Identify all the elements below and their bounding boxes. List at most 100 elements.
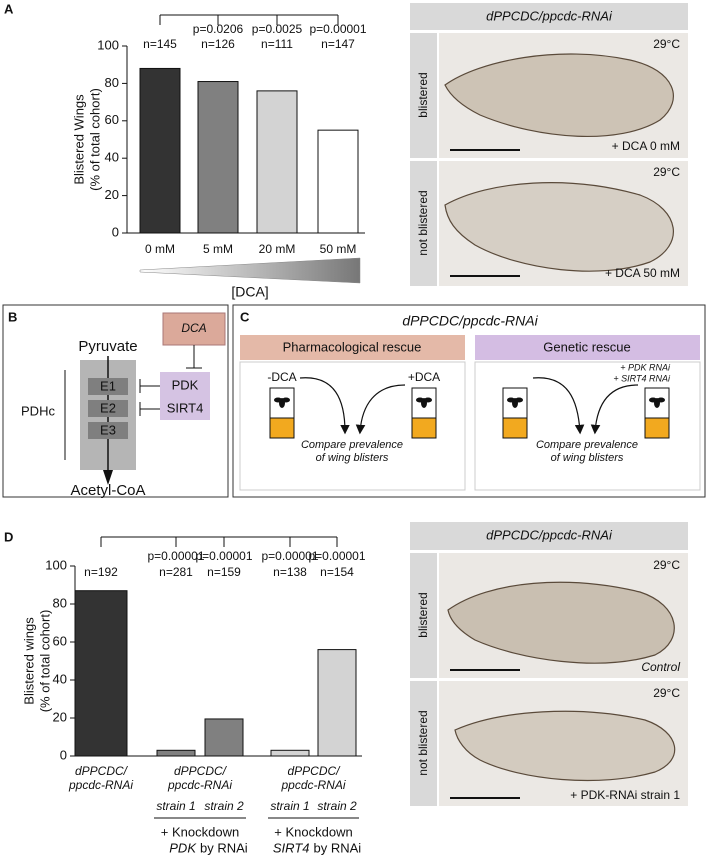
y-tick-label: 20 xyxy=(53,709,67,724)
bar xyxy=(256,90,298,234)
condition: + PDK RNAi xyxy=(620,362,671,372)
y-tick-label: 20 xyxy=(105,187,119,202)
photo-caption: + DCA 50 mM xyxy=(605,266,680,280)
y-tick-label: 40 xyxy=(105,150,119,165)
x-tick-label: strain 1 xyxy=(156,799,195,813)
product: Acetyl-CoA xyxy=(70,482,145,499)
y-axis-label: (% of total cohort) xyxy=(37,610,52,713)
arrow xyxy=(299,377,350,435)
arrow xyxy=(532,377,585,435)
p-value: p=0.0025 xyxy=(252,22,303,36)
group-label: dPPCDC/ xyxy=(287,764,341,778)
arrow xyxy=(355,384,406,435)
regulator: PDK xyxy=(172,377,199,392)
row-label-bg xyxy=(410,33,437,158)
dca-label: DCA xyxy=(181,321,206,335)
x-tick-label: dPPCDC/ xyxy=(75,764,129,778)
condition: +DCA xyxy=(408,370,440,384)
section-header: Pharmacological rescue xyxy=(283,339,422,354)
dca-box xyxy=(162,312,226,346)
n-label: n=159 xyxy=(207,565,241,579)
group-suffix: by RNAi xyxy=(314,840,362,855)
compare-text: of wing blisters xyxy=(316,452,389,464)
x-tick-label: 5 mM xyxy=(203,242,233,256)
bar xyxy=(204,718,244,757)
fly-wing xyxy=(424,397,432,403)
x-tick-label: strain 1 xyxy=(270,799,309,813)
panel-label: B xyxy=(8,309,17,324)
x-tick-label: ppcdc-RNAi xyxy=(68,778,133,792)
y-tick-label: 40 xyxy=(53,671,67,686)
panel-frame xyxy=(232,304,706,498)
photo-panel-d: dPPCDC/ppcdc-RNAi blistered not blistere… xyxy=(410,522,688,806)
p-value: p=0.00001 xyxy=(309,22,366,36)
y-tick-label: 60 xyxy=(105,112,119,127)
row-label-bg xyxy=(410,553,437,678)
row-label: not blistered xyxy=(416,190,430,255)
vial-food xyxy=(502,417,528,439)
panel-label: D xyxy=(4,529,13,544)
wing xyxy=(444,53,674,137)
wing xyxy=(447,581,675,664)
fly-wing xyxy=(649,397,657,403)
photo-panel-a: dPPCDC/ppcdc-RNAi blistered not blistere… xyxy=(410,3,688,286)
dca-gradient xyxy=(139,257,361,284)
y-tick-label: 80 xyxy=(53,595,67,610)
p-value: p=0.00001 xyxy=(147,549,204,563)
n-label: n=126 xyxy=(201,37,235,51)
temperature: 29°C xyxy=(653,37,680,51)
regulator: SIRT4 xyxy=(167,400,204,415)
y-tick-label: 80 xyxy=(105,75,119,90)
y-tick-label: 100 xyxy=(45,557,67,572)
section-header: Genetic rescue xyxy=(543,339,630,354)
fly-wing xyxy=(274,397,282,403)
row-label-bg xyxy=(410,161,437,286)
n-label: n=281 xyxy=(159,565,193,579)
vial-food xyxy=(644,417,670,439)
bar xyxy=(74,590,128,757)
photo-header: dPPCDC/ppcdc-RNAi xyxy=(486,8,613,23)
group-label: ppcdc-RNAi xyxy=(280,778,345,792)
food xyxy=(269,417,670,439)
x-tick-label: 0 mM xyxy=(145,242,175,256)
photo-header: dPPCDC/ppcdc-RNAi xyxy=(486,527,613,542)
y-axis-label: (% of total cohort) xyxy=(87,88,102,191)
row-label-bg xyxy=(410,681,437,806)
n-label: n=192 xyxy=(84,565,118,579)
y-tick-label: 60 xyxy=(53,633,67,648)
regulator-box xyxy=(160,372,210,420)
row-label: blistered xyxy=(416,72,430,117)
fly-wing xyxy=(515,397,523,403)
n-label: n=154 xyxy=(320,565,354,579)
x-axis-label: [DCA] xyxy=(231,284,268,300)
panel-title: dPPCDC/ppcdc-RNAi xyxy=(402,313,538,329)
fly-wing xyxy=(416,397,424,403)
y-tick-label: 0 xyxy=(112,224,119,239)
wing xyxy=(454,710,676,782)
group-gene: SIRT4 xyxy=(273,840,310,855)
flies xyxy=(274,397,665,408)
photo-header-bg xyxy=(410,522,688,550)
enzyme: E2 xyxy=(100,400,116,415)
y-axis-label: Blistered Wings xyxy=(71,94,86,185)
panel-b: DCA Pyruvate E1 E2 E3 PDHc PDK SIRT4 Ace… xyxy=(2,304,229,499)
arrow xyxy=(590,384,639,435)
group-gene: PDK xyxy=(169,840,197,855)
y-tick-label: 0 xyxy=(60,747,67,762)
row-label: blistered xyxy=(416,592,430,637)
enzyme-box xyxy=(88,378,128,395)
compare-text: Compare prevalence xyxy=(536,439,638,451)
x-tick-label: 20 mM xyxy=(259,242,296,256)
vial-food xyxy=(269,417,295,439)
condition: + SIRT4 RNAi xyxy=(613,373,671,383)
group-knockdown: + Knockdown xyxy=(161,824,239,839)
section-header-bg xyxy=(240,335,465,360)
bar xyxy=(156,749,196,757)
condition: -DCA xyxy=(267,370,296,384)
fly-wing xyxy=(657,397,665,403)
p-value: p=0.00001 xyxy=(261,549,318,563)
complex: PDHc xyxy=(21,403,55,418)
n-label: n=111 xyxy=(261,37,293,51)
panel-label: A xyxy=(4,1,14,16)
